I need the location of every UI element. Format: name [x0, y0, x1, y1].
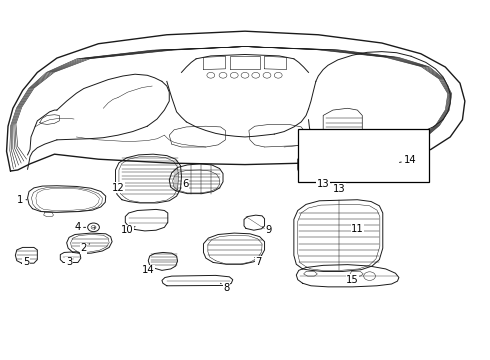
- Text: 13: 13: [317, 179, 329, 189]
- Text: 3: 3: [66, 257, 73, 267]
- Text: 12: 12: [112, 183, 124, 193]
- Text: 8: 8: [220, 283, 229, 293]
- Text: 1: 1: [17, 195, 27, 205]
- Text: 4: 4: [75, 222, 86, 232]
- Text: 5: 5: [23, 257, 29, 267]
- Text: 10: 10: [121, 225, 135, 235]
- FancyBboxPatch shape: [298, 129, 429, 182]
- Text: 14: 14: [399, 155, 416, 165]
- Polygon shape: [339, 155, 361, 174]
- Text: 15: 15: [346, 275, 359, 285]
- Text: 9: 9: [263, 225, 271, 235]
- Text: 7: 7: [255, 257, 262, 267]
- Text: 14: 14: [142, 265, 154, 275]
- Polygon shape: [298, 152, 332, 181]
- Text: 6: 6: [182, 179, 189, 189]
- Text: 13: 13: [333, 184, 345, 194]
- Text: 2: 2: [80, 243, 90, 253]
- Text: 11: 11: [351, 225, 364, 234]
